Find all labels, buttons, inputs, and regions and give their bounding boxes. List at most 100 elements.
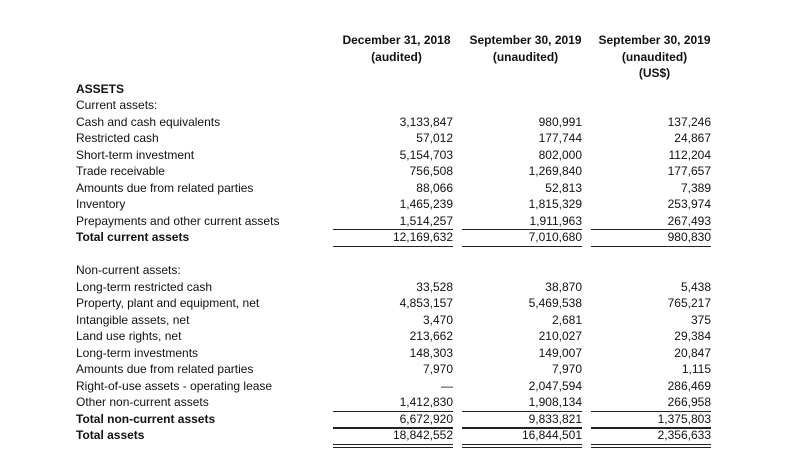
cell-value: 3,133,847 (399, 114, 453, 129)
rule (462, 246, 582, 247)
section-title: ASSETS (76, 82, 125, 96)
rule (591, 427, 711, 428)
cell-value: 1,911,963 (529, 213, 583, 228)
cell-value: 6,672,920 (399, 411, 453, 426)
column-header: September 30, 2019 (598, 33, 711, 47)
cell-value: 52,813 (545, 180, 582, 195)
rule (462, 229, 582, 230)
rule (591, 447, 711, 448)
rule (591, 229, 711, 230)
row-label: Amounts due from related parties (76, 180, 254, 195)
cell-value: 137,246 (667, 114, 711, 129)
cell-value: 5,438 (680, 279, 711, 294)
cell-value: 980,830 (667, 230, 711, 244)
cell-value: 5,469,538 (528, 296, 582, 310)
cell-value: 1,115 (681, 362, 711, 376)
rule (333, 229, 453, 230)
cell-value: 3,470 (422, 312, 453, 327)
cell-value: 7,010,680 (528, 230, 582, 244)
cell-value: 88,066 (416, 180, 453, 195)
cell-value: 1,815,329 (528, 197, 582, 211)
row-label: Long-term restricted cash (76, 279, 213, 294)
row-label: Non-current assets: (76, 263, 181, 277)
rule (333, 427, 453, 429)
row-label: Trade receivable (76, 164, 165, 178)
cell-value: 266,958 (667, 395, 711, 409)
cell-value: 213,662 (409, 329, 453, 343)
cell-value: 38,870 (545, 279, 582, 294)
cell-value: 210,027 (538, 329, 582, 343)
cell-value: 4,853,157 (399, 296, 453, 310)
cell-value: 149,007 (538, 345, 582, 360)
row-label: Right-of-use assets - operating lease (76, 378, 273, 393)
cell-value: 802,000 (538, 147, 582, 162)
cell-value: 12,169,632 (392, 230, 453, 244)
row-label: Restricted cash (76, 131, 159, 145)
rule (462, 410, 582, 412)
row-label: Other non-current assets (76, 395, 209, 409)
cell-value: 2,681 (551, 312, 582, 327)
cell-value: 177,744 (538, 131, 582, 145)
cell-value: 148,303 (409, 345, 453, 360)
rule (462, 444, 582, 445)
column-header: December 31, 2018 (342, 33, 451, 47)
row-label: Cash and cash equivalents (76, 114, 221, 129)
cell-value: — (441, 378, 453, 393)
cell-value: 5,154,703 (399, 147, 453, 162)
cell-value: 9,833,821 (528, 411, 582, 426)
column-header: (unaudited) (621, 49, 688, 64)
cell-value: 2,047,594 (528, 378, 582, 393)
row-label: Total current assets (76, 230, 190, 244)
cell-value: 765,217 (667, 296, 711, 310)
cell-value: 177,657 (667, 164, 711, 178)
cell-value: 756,508 (409, 164, 453, 178)
cell-value: 1,465,239 (399, 197, 453, 211)
rule (333, 410, 453, 412)
rule (462, 427, 582, 428)
cell-value: 29,384 (674, 329, 711, 343)
column-header: (audited) (371, 49, 422, 64)
rule (333, 447, 453, 448)
cell-value: 1,908,134 (528, 395, 582, 409)
row-label: Total non-current assets (76, 411, 216, 426)
rule (591, 427, 711, 429)
cell-value: 286,469 (667, 378, 711, 393)
row-label: Intangible assets, net (76, 312, 190, 327)
row-label: Property, plant and equipment, net (76, 296, 260, 310)
rule (333, 444, 453, 445)
cell-value: 1,412,830 (399, 395, 453, 409)
cell-value: 57,012 (416, 131, 453, 145)
cell-value: 1,514,257 (399, 213, 453, 228)
cell-value: 33,528 (416, 279, 453, 294)
rule (462, 427, 582, 429)
rule (591, 246, 711, 247)
cell-value: 1,269,840 (528, 164, 582, 178)
row-label: Land use rights, net (76, 329, 182, 343)
cell-value: 2,356,633 (657, 428, 711, 442)
cell-value: 253,974 (667, 197, 711, 211)
row-label: Amounts due from related parties (76, 362, 254, 376)
cell-value: 24,867 (674, 131, 711, 145)
row-label: Total assets (76, 428, 145, 442)
cell-value: 7,970 (422, 362, 453, 376)
rule (591, 410, 711, 412)
cell-value: 1,375,803 (657, 411, 711, 426)
rule (591, 444, 711, 445)
row-label: Long-term investments (76, 345, 199, 360)
cell-value: 20,847 (674, 345, 711, 360)
column-header: (unaudited) (492, 49, 559, 64)
column-header: September 30, 2019 (469, 33, 582, 47)
cell-value: 980,991 (538, 114, 582, 129)
cell-value: 7,970 (551, 362, 582, 376)
row-label: Prepayments and other current assets (76, 213, 280, 228)
rule (333, 246, 453, 247)
column-header: (US$) (638, 66, 671, 80)
cell-value: 7,389 (680, 180, 711, 195)
rule (333, 427, 453, 428)
row-label: Short-term investment (76, 147, 195, 162)
rule (462, 447, 582, 448)
cell-value: 267,493 (667, 213, 711, 228)
cell-value: 112,204 (668, 147, 712, 162)
cell-value: 18,842,552 (392, 428, 453, 442)
